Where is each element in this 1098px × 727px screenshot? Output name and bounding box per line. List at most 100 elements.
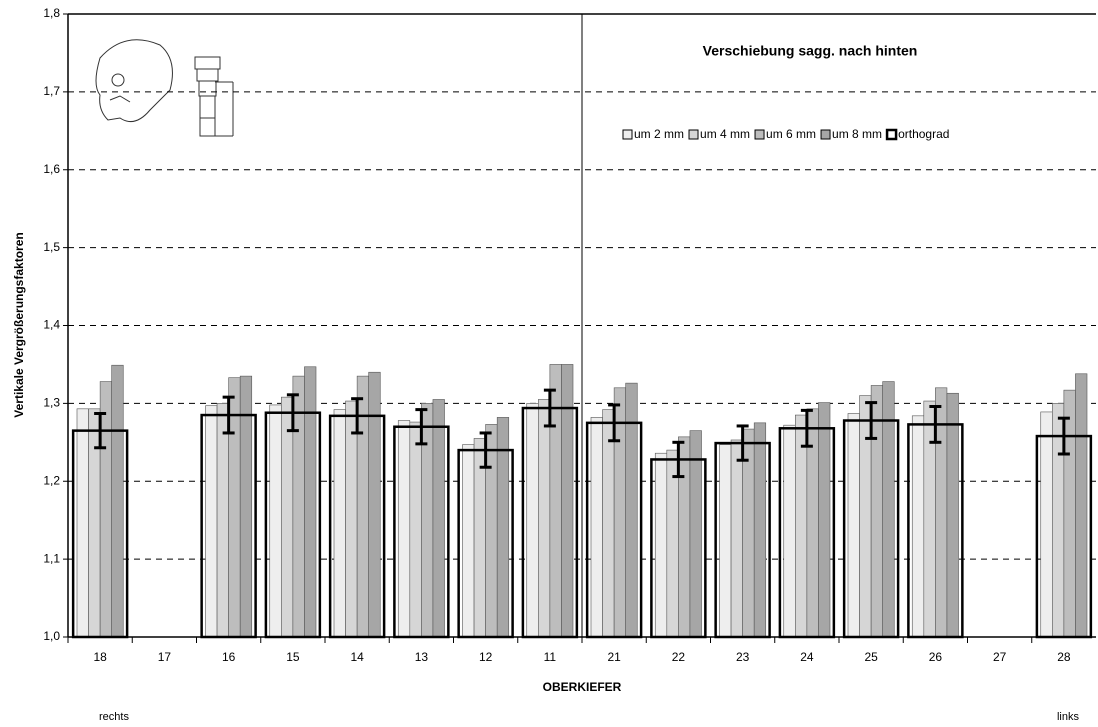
bar bbox=[333, 409, 346, 638]
legend-label: um 4 mm bbox=[700, 127, 750, 141]
bar bbox=[590, 417, 603, 638]
x-tick-label: 21 bbox=[607, 650, 621, 664]
legend-swatch bbox=[885, 128, 898, 141]
bar bbox=[625, 382, 638, 638]
bar bbox=[269, 404, 282, 638]
error-bar bbox=[800, 408, 813, 448]
bar bbox=[870, 385, 883, 638]
bar bbox=[216, 403, 229, 638]
bar bbox=[1063, 389, 1076, 638]
bar bbox=[666, 449, 679, 638]
bar bbox=[538, 399, 551, 638]
x-tick-label: 14 bbox=[350, 650, 364, 664]
left-note: rechts bbox=[99, 711, 129, 723]
bar bbox=[421, 403, 434, 638]
bar bbox=[783, 424, 796, 638]
bar bbox=[730, 439, 743, 638]
error-bar bbox=[94, 411, 107, 450]
legend-label: um 6 mm bbox=[766, 127, 816, 141]
y-tick-label: 1,1 bbox=[43, 551, 60, 565]
bar bbox=[292, 375, 305, 638]
bar bbox=[76, 408, 89, 638]
y-tick-label: 1,5 bbox=[43, 240, 60, 254]
bar bbox=[689, 430, 702, 638]
legend-swatch bbox=[622, 129, 633, 140]
y-tick-label: 1,6 bbox=[43, 162, 60, 176]
error-bar bbox=[479, 431, 492, 469]
bar bbox=[99, 381, 112, 638]
bar bbox=[1075, 373, 1088, 638]
bar bbox=[409, 421, 422, 638]
bar bbox=[485, 424, 498, 638]
error-bar bbox=[1057, 416, 1070, 456]
chart-title: Verschiebung sagg. nach hinten bbox=[703, 43, 918, 59]
bar bbox=[1052, 403, 1065, 638]
bar bbox=[561, 364, 574, 638]
bar bbox=[946, 392, 959, 638]
error-bar bbox=[543, 388, 556, 428]
y-tick-label: 1,2 bbox=[43, 473, 60, 487]
x-tick-label: 15 bbox=[286, 650, 300, 664]
x-tick-label: 26 bbox=[929, 650, 943, 664]
y-tick-label: 1,0 bbox=[43, 629, 60, 643]
bar bbox=[205, 405, 218, 638]
bar bbox=[228, 377, 241, 638]
bar bbox=[397, 420, 411, 638]
bar bbox=[719, 444, 732, 638]
bar bbox=[432, 399, 445, 638]
bar bbox=[818, 402, 831, 638]
error-bar bbox=[222, 395, 235, 435]
bar bbox=[911, 415, 925, 638]
error-bar bbox=[415, 408, 428, 446]
x-tick-label: 28 bbox=[1057, 650, 1071, 664]
bar bbox=[613, 387, 626, 638]
y-tick-label: 1,7 bbox=[43, 84, 60, 98]
y-tick-label: 1,3 bbox=[43, 396, 60, 410]
bar bbox=[753, 422, 767, 638]
bar bbox=[678, 436, 691, 638]
y-tick-label: 1,8 bbox=[43, 6, 60, 20]
skull-icon bbox=[95, 39, 234, 137]
bar bbox=[654, 452, 668, 638]
bar bbox=[462, 444, 475, 638]
error-bar bbox=[608, 403, 621, 443]
error-bar bbox=[929, 404, 942, 444]
y-axis-label: Vertikale Vergrößerungsfaktoren bbox=[12, 232, 26, 417]
x-tick-label: 23 bbox=[736, 650, 750, 664]
error-bar bbox=[672, 440, 685, 479]
error-bar bbox=[736, 424, 749, 462]
y-tick-label: 1,4 bbox=[43, 318, 60, 332]
bar bbox=[88, 408, 101, 638]
x-tick-label: 16 bbox=[222, 650, 236, 664]
x-tick-label: 22 bbox=[672, 650, 686, 664]
x-tick-label: 24 bbox=[800, 650, 814, 664]
right-note: links bbox=[1057, 711, 1080, 723]
x-tick-label: 17 bbox=[158, 650, 172, 664]
bar bbox=[549, 364, 562, 638]
bar bbox=[304, 366, 317, 638]
bar bbox=[345, 400, 358, 638]
x-tick-label: 25 bbox=[864, 650, 878, 664]
x-tick-label: 27 bbox=[993, 650, 1007, 664]
legend-label: orthograd bbox=[898, 127, 949, 141]
bar bbox=[795, 414, 808, 638]
error-bar bbox=[865, 401, 878, 440]
bar bbox=[111, 364, 124, 638]
x-axis-label: OBERKIEFER bbox=[543, 680, 622, 694]
bar bbox=[859, 395, 872, 638]
bar bbox=[1040, 411, 1053, 638]
bar bbox=[281, 396, 294, 638]
legend-label: um 2 mm bbox=[634, 127, 684, 141]
x-tick-label: 13 bbox=[415, 650, 429, 664]
legend-swatch bbox=[820, 129, 831, 140]
bar bbox=[806, 408, 819, 638]
legend-swatch bbox=[688, 129, 699, 140]
legend-label: um 8 mm bbox=[832, 127, 882, 141]
x-tick-label: 18 bbox=[93, 650, 107, 664]
x-tick-label: 11 bbox=[544, 650, 557, 664]
x-tick-label: 12 bbox=[479, 650, 493, 664]
error-bar bbox=[286, 393, 299, 433]
legend-swatch bbox=[754, 129, 765, 140]
error-bar bbox=[351, 397, 364, 435]
